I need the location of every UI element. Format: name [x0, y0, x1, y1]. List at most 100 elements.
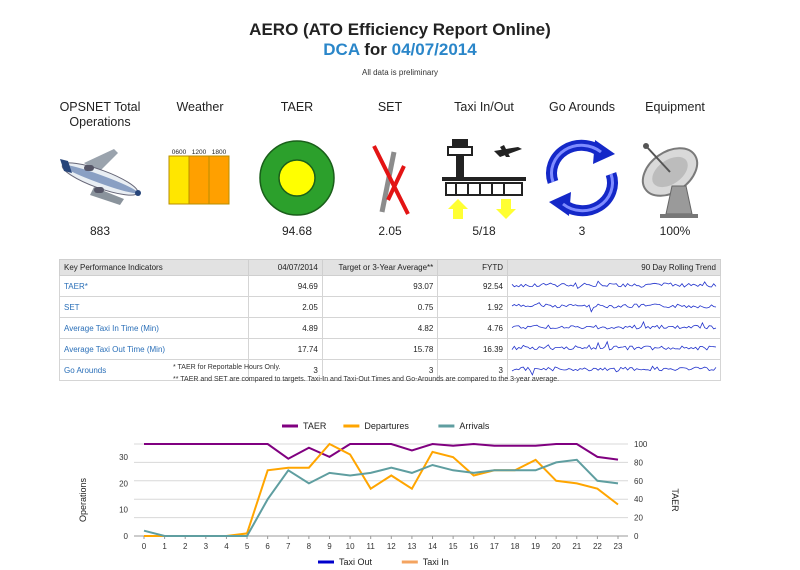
cell-target: 0.75 — [321, 296, 439, 318]
y-axis-label: Operations — [78, 477, 88, 522]
cell-target: 4.82 — [321, 317, 439, 339]
legend-label: Taxi In — [423, 557, 449, 567]
trend-sparkline — [506, 296, 722, 318]
kpi-taxi[interactable]: Taxi In/Out 5/18 — [436, 100, 532, 238]
weather-hour-label: 0600 — [172, 149, 187, 156]
sparkline-path — [511, 280, 717, 290]
kpi-equipment[interactable]: Equipment 100% — [627, 100, 723, 238]
kpi-set[interactable]: SET 2.05 — [342, 100, 438, 238]
kpi-label: Weather — [176, 100, 224, 114]
trend-sparkline — [506, 275, 722, 297]
cell-target: 3 — [321, 359, 439, 381]
kpi-link-taer[interactable]: TAER* — [59, 275, 249, 297]
cell-fytd: 4.76 — [437, 317, 508, 339]
kpi-value: 94.68 — [281, 224, 313, 238]
kpi-value: 3 — [578, 224, 586, 238]
x-tick-label: 13 — [407, 542, 416, 551]
legend-label: Arrivals — [459, 421, 490, 431]
trend-sparkline — [506, 338, 722, 360]
y2-tick-label: 60 — [634, 477, 643, 486]
x-tick-label: 6 — [265, 542, 270, 551]
footnote-taer: * TAER for Reportable Hours Only. — [173, 364, 281, 371]
sparkline-path — [511, 320, 717, 330]
cell-day: 4.89 — [248, 317, 323, 339]
x-tick-label: 2 — [183, 542, 188, 551]
y2-axis-label: TAER — [670, 488, 680, 512]
cell-day: 17.74 — [248, 338, 323, 360]
y2-tick-label: 40 — [634, 495, 643, 504]
cell-day: 2.05 — [248, 296, 323, 318]
satellite-dish-icon — [627, 134, 723, 222]
col-header-trend: 90 Day Rolling Trend — [506, 259, 722, 276]
kpi-link-taxi-in[interactable]: Average Taxi In Time (Min) — [59, 317, 249, 339]
report-date-link[interactable]: 04/07/2014 — [391, 40, 477, 59]
kpi-value: 100% — [659, 224, 691, 238]
sparkline-path — [511, 302, 717, 313]
y2-tick-label: 80 — [634, 458, 643, 467]
chart-gridlines — [134, 443, 628, 537]
series-line-departures — [144, 442, 619, 537]
x-tick-label: 19 — [531, 542, 540, 551]
kpi-value: 5/18 — [472, 224, 496, 238]
weather-hour-label: 1800 — [212, 149, 227, 156]
legend-bottom: Taxi Out Taxi In — [318, 557, 449, 567]
table-row: SET 2.05 0.75 1.92 — [59, 296, 722, 318]
x-tick-label: 11 — [367, 542, 376, 551]
kpi-opsnet[interactable]: OPSNET Total Operations 883 — [52, 100, 148, 238]
y2-tick-label: 100 — [634, 440, 648, 449]
for-word: for — [364, 40, 387, 59]
kpi-link-go-arounds[interactable]: Go Arounds — [59, 359, 249, 381]
col-header-target: Target or 3-Year Average** — [321, 259, 439, 276]
kpi-value: 2.05 — [378, 224, 402, 238]
x-tick-label: 15 — [449, 542, 458, 551]
legend-label: Departures — [364, 421, 409, 431]
x-tick-label: 23 — [614, 542, 623, 551]
x-tick-label: 16 — [469, 542, 478, 551]
table-row: TAER* 94.69 93.07 92.54 — [59, 275, 722, 297]
kpi-link-taxi-out[interactable]: Average Taxi Out Time (Min) — [59, 338, 249, 360]
y-tick-label: 20 — [119, 479, 128, 488]
kpi-label: Go Arounds — [548, 100, 615, 114]
runway-cross-icon — [342, 134, 438, 222]
terminal-tower-icon — [436, 134, 532, 222]
x-tick-label: 10 — [346, 542, 355, 551]
legend-label: TAER — [303, 421, 327, 431]
y-tick-label: 0 — [124, 532, 129, 541]
kpi-link-set[interactable]: SET — [59, 296, 249, 318]
sparkline-path — [511, 365, 717, 376]
kpi-taer[interactable]: TAER 94.68 — [249, 100, 345, 238]
target-circle-icon — [249, 134, 345, 222]
preliminary-note: All data is preliminary — [361, 68, 439, 77]
table-row: Go Arounds 3 3 3 — [59, 359, 722, 381]
x-tick-label: 17 — [490, 542, 499, 551]
weather-hour-label: 1200 — [192, 149, 207, 156]
footnote-targets: ** TAER and SET are compared to targets.… — [173, 376, 560, 383]
kpi-label: Taxi In/Out — [454, 100, 514, 114]
kpi-label: SET — [377, 100, 403, 114]
airport-code-link[interactable]: DCA — [323, 40, 360, 59]
y-tick-label: 10 — [119, 506, 128, 515]
hourly-operations-chart: TAER Departures Arrivals 02040608010001020… — [78, 421, 680, 567]
circular-arrows-icon — [534, 134, 630, 222]
series-line-arrivals — [143, 458, 619, 537]
kpi-label: OPSNET Total Operations — [59, 100, 141, 129]
cell-fytd: 1.92 — [437, 296, 508, 318]
col-header-kpi: Key Performance Indicators — [59, 259, 249, 276]
kpi-go-arounds[interactable]: Go Arounds 3 — [534, 100, 630, 238]
airplane-icon — [52, 134, 148, 222]
cell-target: 15.78 — [321, 338, 439, 360]
x-tick-label: 14 — [428, 542, 437, 551]
kpi-weather[interactable]: Weather 0600 1200 1800 — [152, 100, 248, 222]
y-tick-label: 30 — [119, 453, 128, 462]
x-tick-label: 4 — [224, 542, 229, 551]
cell-fytd: 92.54 — [437, 275, 508, 297]
trend-sparkline — [506, 359, 722, 381]
kpi-value: 883 — [89, 224, 111, 238]
kpi-table: Key Performance Indicators 04/07/2014 Ta… — [59, 259, 722, 381]
report-subtitle: DCA for 04/07/2014 — [0, 40, 800, 60]
trend-sparkline — [506, 317, 722, 339]
cell-day: 94.69 — [248, 275, 323, 297]
sparkline-path — [511, 340, 717, 351]
cell-fytd: 16.39 — [437, 338, 508, 360]
x-tick-label: 8 — [307, 542, 312, 551]
